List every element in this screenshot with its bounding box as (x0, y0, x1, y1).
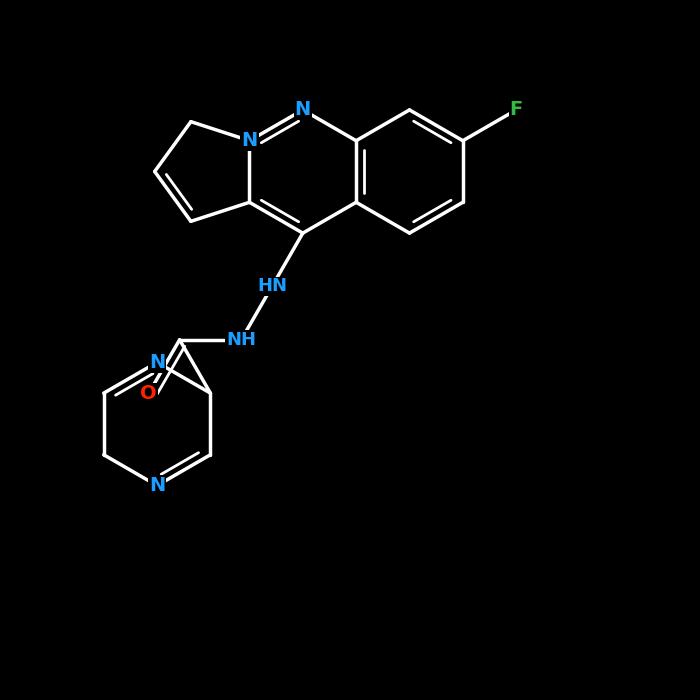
Text: N: N (295, 100, 311, 120)
Text: N: N (149, 353, 165, 372)
Text: HN: HN (257, 277, 287, 295)
Text: O: O (141, 384, 157, 402)
Text: N: N (241, 131, 258, 150)
Text: N: N (149, 476, 165, 495)
Text: F: F (510, 100, 523, 120)
Text: NH: NH (226, 331, 256, 349)
